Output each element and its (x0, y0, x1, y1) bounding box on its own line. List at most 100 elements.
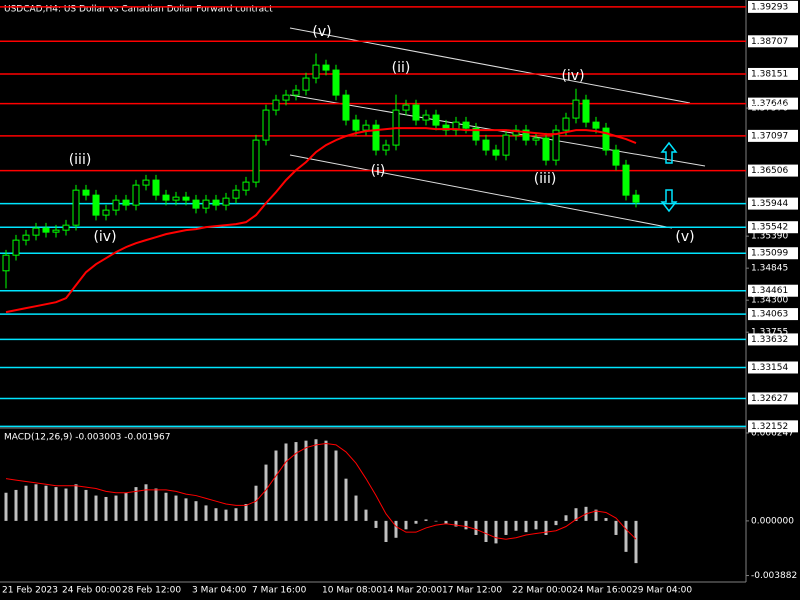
macd-bar (264, 464, 268, 521)
candle-body (542, 137, 550, 161)
wave-label: (v) (312, 24, 331, 40)
wave-label: (i) (371, 163, 386, 179)
macd-bar (164, 492, 168, 521)
candle-body (252, 139, 260, 183)
candle-body (502, 134, 510, 156)
candle-body (222, 197, 230, 206)
wave-label: (iv) (93, 229, 116, 245)
macd-bar (574, 508, 578, 521)
candle-body (382, 144, 390, 151)
level-label: 1.32627 (751, 394, 788, 404)
macd-bar (624, 520, 628, 552)
macd-bar (94, 495, 98, 521)
macd-bar (14, 489, 18, 521)
level-label-box (748, 284, 798, 297)
candle-body (342, 94, 350, 121)
macd-bar (134, 487, 138, 521)
wave-label: (iii) (534, 171, 557, 187)
candle-body (312, 64, 320, 79)
wave-label: (iii) (69, 152, 92, 168)
x-tick-label: 22 Mar 00:00 (512, 586, 572, 596)
candle-body (82, 189, 90, 196)
wave-label: (iv) (561, 68, 584, 84)
y-tick-label: 0.000000 (751, 516, 794, 526)
channel-line (289, 154, 673, 229)
candle-body (12, 239, 20, 256)
macd-bar (604, 518, 608, 521)
candle-body (322, 64, 330, 71)
macd-bar (414, 520, 418, 524)
macd-bar (294, 442, 298, 521)
level-label-box (748, 392, 798, 405)
macd-bar (304, 440, 308, 521)
candle-body (182, 196, 190, 201)
level-label: 1.35099 (751, 249, 788, 259)
candle-body (282, 94, 290, 101)
candle-body (572, 99, 580, 119)
macd-bar (104, 496, 108, 521)
level-label-box (748, 67, 798, 80)
macd-bar (384, 520, 388, 542)
candle-body (272, 99, 280, 111)
level-label: 1.37646 (751, 99, 788, 109)
candle-body (292, 89, 300, 96)
macd-bar (74, 484, 78, 521)
candle-body (242, 181, 250, 191)
macd-bar (144, 484, 148, 521)
level-label: 1.38707 (751, 37, 788, 47)
candle-body (372, 124, 380, 151)
candle-body (432, 114, 440, 126)
candle-body (42, 227, 50, 233)
macd-bar (254, 485, 258, 521)
candle-body (192, 199, 200, 209)
level-label: 1.38151 (751, 69, 788, 79)
macd-bar (34, 484, 38, 521)
macd-bar (284, 443, 288, 521)
level-label-box (748, 361, 798, 374)
macd-bar (244, 504, 248, 521)
macd-bar (84, 489, 88, 521)
x-tick-label: 24 Mar 16:00 (572, 586, 632, 596)
macd-bar (454, 520, 458, 527)
candle-body (612, 149, 620, 166)
wave-label: (ii) (392, 60, 411, 76)
level-label: 1.36506 (751, 166, 788, 176)
macd-bar (534, 520, 538, 530)
x-tick-label: 7 Mar 16:00 (252, 586, 307, 596)
signal-line (5, 442, 637, 540)
wave-label: (v) (675, 229, 694, 245)
x-tick-label: 3 Mar 04:00 (192, 586, 247, 596)
level-label-box (748, 129, 798, 142)
macd-bar (324, 440, 328, 521)
candle-body (562, 117, 570, 131)
macd-bar (344, 478, 348, 521)
candle-body (402, 104, 410, 111)
x-tick-label: 17 Mar 12:00 (442, 586, 502, 596)
macd-bar (274, 450, 278, 521)
level-label-box (748, 221, 798, 234)
macd-bar (214, 508, 218, 521)
level-label: 1.34063 (751, 310, 788, 320)
macd-bar (334, 450, 338, 521)
candle-body (172, 196, 180, 201)
macd-title: MACD(12,26,9) -0.003003 -0.001967 (4, 433, 170, 443)
level-label: 1.37097 (751, 131, 788, 141)
candle-body (622, 164, 630, 196)
macd-bar (614, 520, 618, 535)
level-label-box (748, 333, 798, 346)
macd-bar (64, 488, 68, 521)
up-arrow (660, 141, 678, 164)
x-tick-label: 29 Mar 04:00 (632, 586, 692, 596)
candle-body (32, 227, 40, 236)
candle-body (62, 224, 70, 231)
candle-body (102, 209, 110, 216)
candle-body (332, 69, 340, 96)
macd-bar (634, 520, 638, 564)
macd-bar (234, 508, 238, 521)
macd-bar (564, 515, 568, 521)
macd-bar (404, 520, 408, 530)
macd-bar (374, 520, 378, 528)
candle-body (22, 234, 30, 241)
macd-bar (504, 520, 508, 535)
